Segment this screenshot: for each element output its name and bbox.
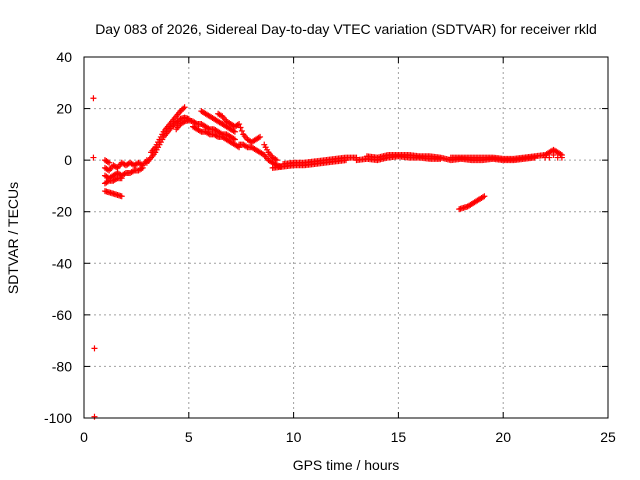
data-point — [557, 151, 564, 158]
data-point — [180, 105, 187, 112]
data-point — [104, 178, 111, 185]
data-point — [118, 175, 125, 182]
data-point — [196, 127, 203, 134]
data-point — [113, 164, 120, 171]
data-point — [236, 121, 243, 128]
data-point — [91, 413, 98, 420]
data-point — [205, 130, 212, 137]
data-point — [272, 156, 279, 163]
y-tick-label: -40 — [52, 255, 72, 271]
grid-lines — [84, 57, 608, 418]
data-point — [90, 154, 97, 161]
x-axis-label: GPS time / hours — [293, 457, 400, 473]
y-tick-label: -100 — [44, 410, 72, 426]
data-point — [104, 158, 111, 165]
x-tick-label: 5 — [185, 429, 193, 445]
data-point — [243, 143, 250, 150]
data-point — [192, 120, 199, 127]
data-point — [481, 193, 488, 200]
data-point — [129, 168, 136, 175]
data-point — [237, 124, 244, 131]
data-point — [113, 176, 120, 183]
data-point — [104, 166, 111, 173]
y-tick-label: -80 — [52, 358, 72, 374]
data-point — [230, 127, 237, 134]
data-point — [257, 133, 264, 140]
data-point — [542, 154, 549, 161]
x-tick-label: 10 — [286, 429, 302, 445]
plot-frame — [83, 56, 609, 419]
y-tick-label: 20 — [56, 101, 72, 117]
data-point — [255, 134, 262, 141]
axis-ticks: 0 5 10 15 20 25 -100 -80 -60 -40 -20 0 20 40 — [44, 49, 616, 445]
data-point — [91, 345, 98, 352]
y-axis-label: SDTVAR / TECUs — [5, 182, 21, 294]
data-point — [106, 159, 113, 166]
data-point — [139, 164, 146, 171]
data-point — [231, 136, 238, 143]
data-point — [479, 194, 486, 201]
y-tick-label: 40 — [56, 49, 72, 65]
data-point — [273, 157, 280, 164]
x-tick-label: 20 — [495, 429, 511, 445]
data-point — [230, 135, 237, 142]
data-point — [121, 170, 128, 177]
data-point — [181, 104, 188, 111]
data-point — [205, 125, 212, 132]
y-tick-label: 0 — [64, 152, 72, 168]
data-point — [554, 154, 561, 161]
data-point — [118, 193, 125, 200]
data-point — [180, 119, 187, 126]
data-point — [550, 151, 557, 158]
y-tick-label: -60 — [52, 307, 72, 323]
data-point — [231, 128, 238, 135]
data-point — [238, 127, 245, 134]
x-tick-label: 25 — [600, 429, 616, 445]
data-marks — [90, 95, 565, 420]
data-point — [213, 133, 220, 140]
x-tick-label: 15 — [391, 429, 407, 445]
data-point — [90, 95, 97, 102]
x-tick-label: 0 — [80, 429, 88, 445]
chart-title: Day 083 of 2026, Sidereal Day-to-day VTE… — [95, 21, 597, 37]
data-point — [138, 165, 145, 172]
y-tick-label: -20 — [52, 204, 72, 220]
